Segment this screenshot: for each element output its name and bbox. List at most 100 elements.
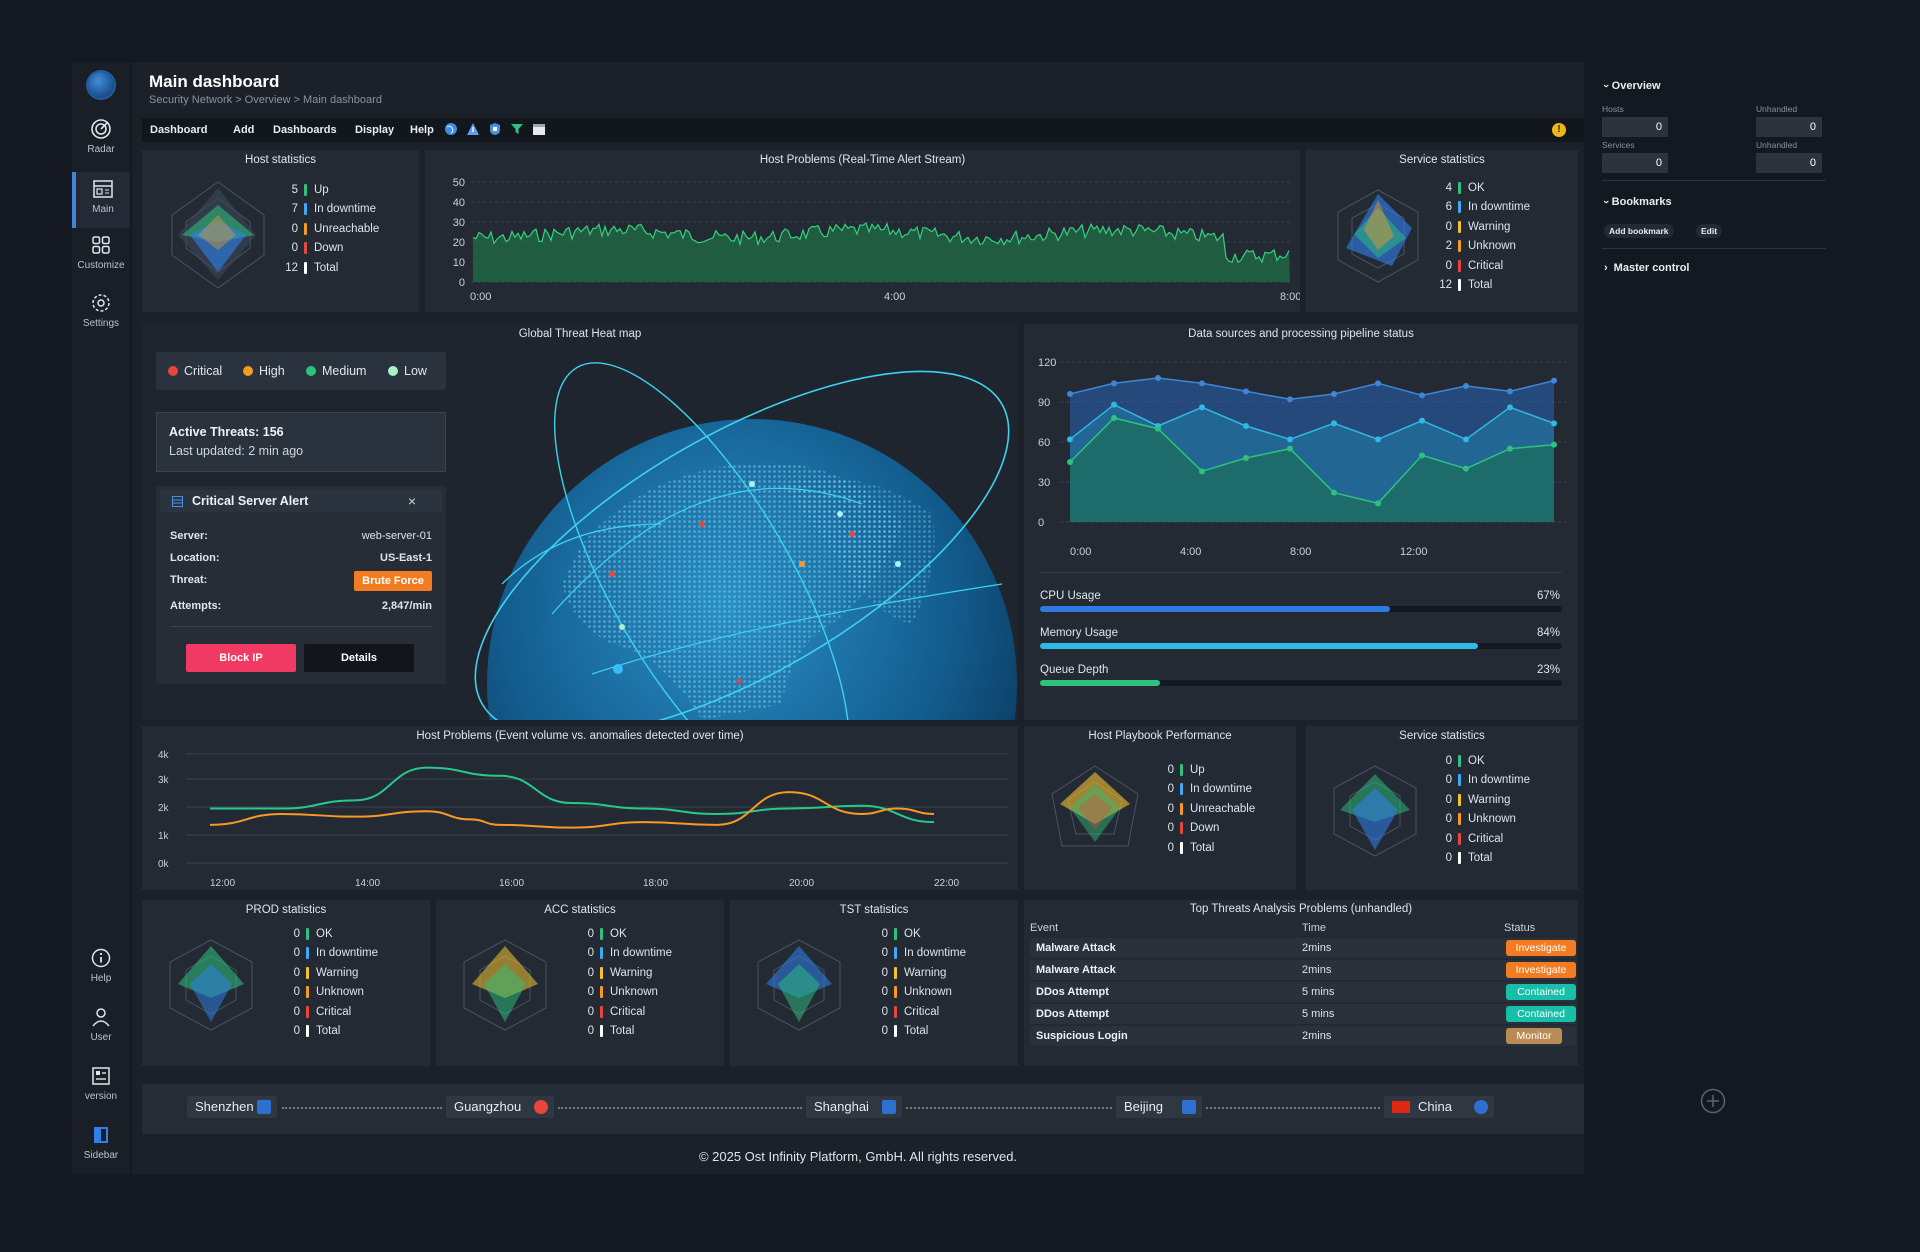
data-point[interactable]: [1287, 396, 1293, 403]
stat-row-unreachable[interactable]: 0 Unreachable: [280, 219, 379, 239]
data-point[interactable]: [1199, 404, 1205, 411]
data-point[interactable]: [1331, 489, 1337, 496]
stat-row[interactable]: 0 Warning: [576, 963, 672, 983]
status-badge[interactable]: Investigate: [1506, 940, 1576, 956]
details-button[interactable]: Details: [304, 644, 414, 672]
legend-medium[interactable]: Medium: [306, 364, 366, 378]
data-point[interactable]: [1287, 445, 1293, 452]
data-point[interactable]: [1243, 388, 1249, 395]
stat-row-down[interactable]: 0 Down: [1156, 819, 1255, 839]
data-point[interactable]: [1199, 468, 1205, 475]
city-shenzhen[interactable]: Shenzhen: [187, 1096, 277, 1118]
stat-row-unknown[interactable]: 0 Unknown: [1434, 810, 1530, 830]
data-point[interactable]: [1551, 377, 1557, 384]
stat-row-up[interactable]: 5 Up: [280, 180, 379, 200]
services-count[interactable]: 0: [1602, 153, 1668, 173]
data-point[interactable]: [1375, 436, 1381, 443]
table-row[interactable]: Malware Attack 2mins Investigate: [1030, 938, 1576, 958]
data-point[interactable]: [1331, 391, 1337, 397]
hosts-unhandled-count[interactable]: 0: [1756, 117, 1822, 137]
stat-row-in-downtime[interactable]: 7 In downtime: [280, 200, 379, 220]
stat-row-in-downtime[interactable]: 6 In downtime: [1434, 198, 1530, 218]
breadcrumb[interactable]: Security Network > Overview > Main dashb…: [149, 94, 382, 106]
city-china[interactable]: China: [1384, 1096, 1494, 1118]
globe-icon[interactable]: [444, 122, 458, 136]
app-logo[interactable]: [88, 72, 114, 98]
data-point[interactable]: [1287, 436, 1293, 443]
stat-row[interactable]: 0 OK: [576, 924, 672, 944]
data-point[interactable]: [1111, 415, 1117, 421]
col-header-status[interactable]: Status: [1504, 922, 1536, 934]
stat-row-warning[interactable]: 0 Warning: [1434, 217, 1530, 237]
city-shanghai[interactable]: Shanghai: [806, 1096, 902, 1118]
overview-toggle[interactable]: ›Overview: [1600, 80, 1661, 92]
rail-item-help[interactable]: Help: [72, 947, 130, 984]
data-point[interactable]: [1507, 404, 1513, 411]
menu-dashboards[interactable]: Dashboards: [273, 124, 337, 136]
stat-row-total[interactable]: 12 Total: [1434, 276, 1530, 296]
rail-item-sidebar[interactable]: Sidebar: [72, 1124, 130, 1161]
data-point[interactable]: [1419, 392, 1425, 399]
bookmarks-toggle[interactable]: ›Bookmarks: [1600, 196, 1672, 208]
stat-row[interactable]: 0 Critical: [576, 1002, 672, 1022]
table-row[interactable]: Malware Attack 2mins Investigate: [1030, 960, 1576, 980]
city-beijing[interactable]: Beijing: [1116, 1096, 1202, 1118]
data-point[interactable]: [1463, 465, 1469, 472]
stat-row[interactable]: 0 In downtime: [576, 944, 672, 964]
stat-row[interactable]: 0 In downtime: [870, 944, 966, 964]
data-point[interactable]: [1507, 445, 1513, 452]
stat-row-critical[interactable]: 0 Critical: [1434, 829, 1530, 849]
menu-dashboard[interactable]: Dashboard: [150, 124, 208, 136]
legend-high[interactable]: High: [243, 364, 285, 378]
stat-row[interactable]: 0 In downtime: [282, 944, 378, 964]
calendar-icon[interactable]: [532, 122, 546, 136]
stat-row-unreachable[interactable]: 0 Unreachable: [1156, 799, 1255, 819]
data-point[interactable]: [1243, 423, 1249, 429]
stat-row[interactable]: 0 OK: [870, 924, 966, 944]
legend-low[interactable]: Low: [388, 364, 427, 378]
rail-item-main[interactable]: Main: [72, 172, 130, 228]
data-point[interactable]: [1199, 380, 1205, 387]
data-point[interactable]: [1111, 401, 1117, 408]
close-icon[interactable]: ×: [407, 493, 416, 509]
status-badge[interactable]: Investigate: [1506, 962, 1576, 978]
stat-row[interactable]: 0 Critical: [282, 1002, 378, 1022]
add-widget-icon[interactable]: [1700, 1088, 1726, 1114]
stat-row[interactable]: 0 Warning: [870, 963, 966, 983]
stat-row-total[interactable]: 0 Total: [1434, 849, 1530, 869]
city-guangzhou[interactable]: Guangzhou: [446, 1096, 554, 1118]
menu-add[interactable]: Add: [233, 124, 255, 136]
data-point[interactable]: [1463, 436, 1469, 443]
table-row[interactable]: Suspicious Login 2mins Monitor: [1030, 1026, 1576, 1046]
legend-critical[interactable]: Critical: [168, 364, 222, 378]
filter-icon[interactable]: [510, 122, 524, 136]
edit-bookmarks-button[interactable]: Edit: [1696, 224, 1723, 238]
data-point[interactable]: [1243, 455, 1249, 461]
stat-row-total[interactable]: 0 Total: [1156, 838, 1255, 858]
stat-row-ok[interactable]: 0 OK: [1434, 751, 1530, 771]
col-header-time[interactable]: Time: [1302, 922, 1327, 934]
data-point[interactable]: [1551, 420, 1557, 427]
warning-icon[interactable]: !: [1552, 123, 1566, 137]
data-point[interactable]: [1419, 452, 1425, 459]
alert-triangle-icon[interactable]: [466, 122, 480, 136]
stat-row[interactable]: 0 Warning: [282, 963, 378, 983]
status-badge[interactable]: Contained: [1506, 1006, 1576, 1022]
menu-display[interactable]: Display: [355, 124, 395, 136]
table-row[interactable]: DDos Attempt 5 mins Contained: [1030, 982, 1576, 1002]
stat-row-unknown[interactable]: 2 Unknown: [1434, 237, 1530, 257]
stat-row-total[interactable]: 12 Total: [280, 258, 379, 278]
data-point[interactable]: [1507, 388, 1513, 395]
data-point[interactable]: [1111, 380, 1117, 387]
data-point[interactable]: [1331, 420, 1337, 427]
data-point[interactable]: [1463, 383, 1469, 389]
stat-row-down[interactable]: 0 Down: [280, 239, 379, 259]
stat-row[interactable]: 0 Total: [870, 1022, 966, 1042]
stat-row-ok[interactable]: 4 OK: [1434, 178, 1530, 198]
stat-row[interactable]: 0 Unknown: [576, 983, 672, 1003]
block-ip-button[interactable]: Block IP: [186, 644, 296, 672]
stat-row[interactable]: 0 Unknown: [282, 983, 378, 1003]
stat-row[interactable]: 0 Critical: [870, 1002, 966, 1022]
shield-icon[interactable]: [488, 122, 502, 136]
hosts-count[interactable]: 0: [1602, 117, 1668, 137]
